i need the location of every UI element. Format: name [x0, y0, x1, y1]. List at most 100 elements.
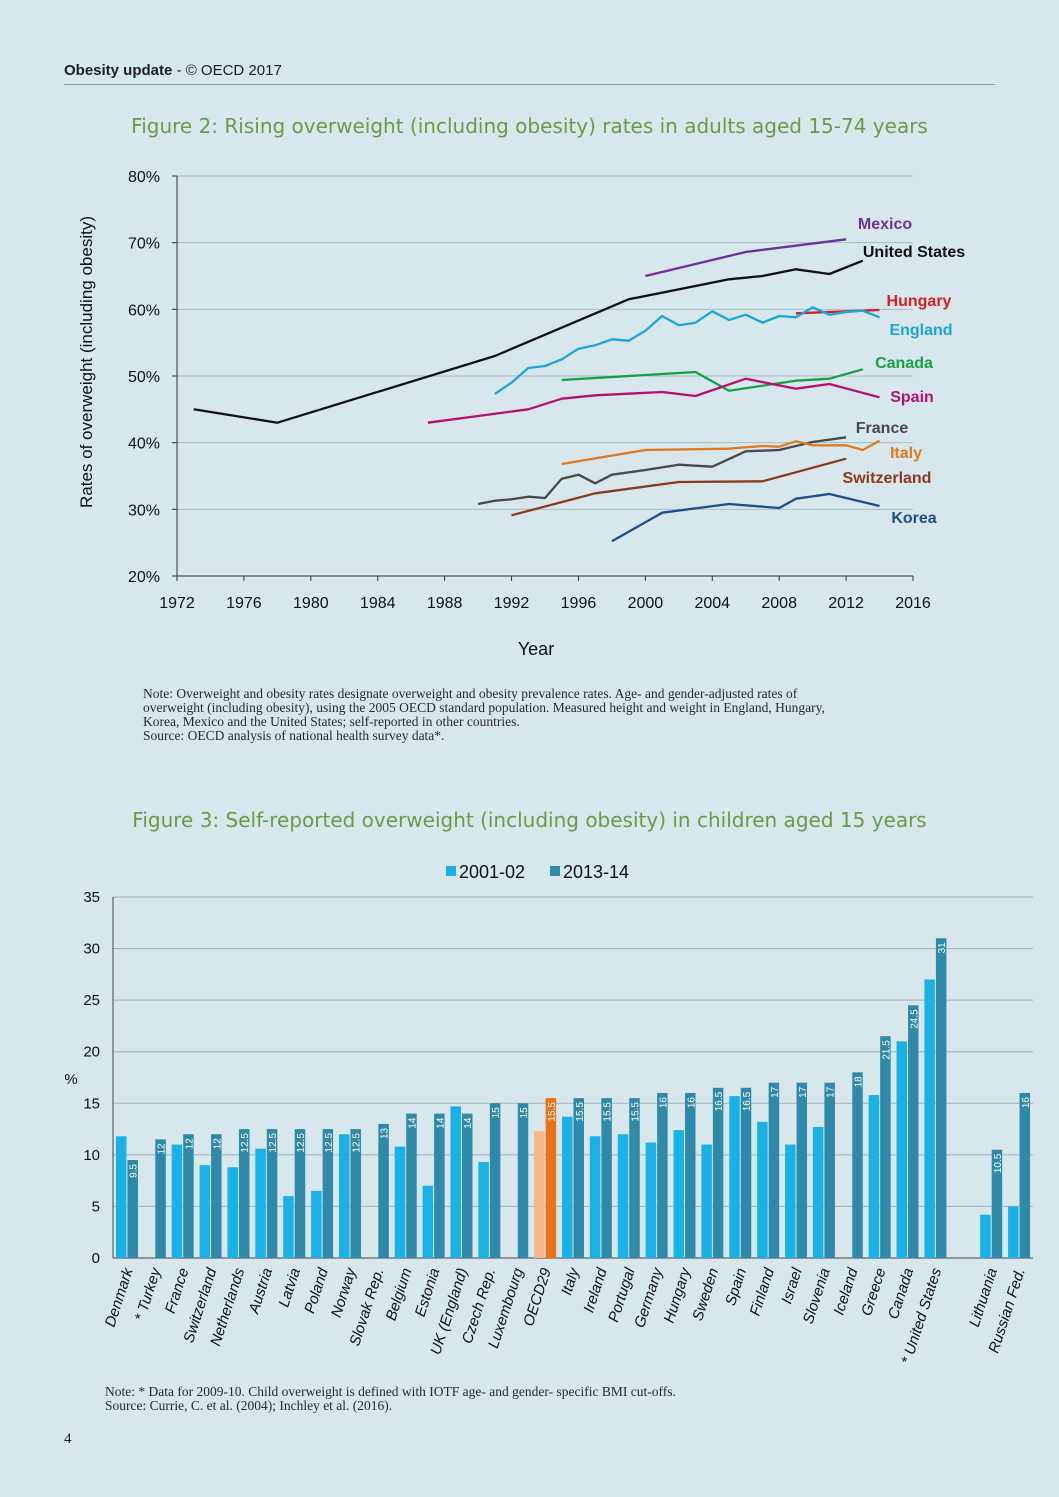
y-tick-label: 5 [92, 1198, 100, 1215]
y-tick-label: 0 [92, 1250, 100, 1267]
bar-2001-02 [980, 1214, 991, 1258]
bar-2001-02 [478, 1162, 489, 1258]
bar-2001-02 [617, 1134, 629, 1258]
y-tick-label: 10 [83, 1147, 100, 1164]
y-axis-title: % [64, 1071, 77, 1088]
figure2-note-line: Korea, Mexico and the United States; sel… [143, 714, 520, 729]
x-category-label: Slovenia [800, 1266, 834, 1326]
x-category-label: Norway [328, 1265, 360, 1320]
x-tick-label: 1972 [159, 595, 195, 612]
x-category-label: Sweden [689, 1266, 722, 1323]
series-line [795, 308, 880, 315]
x-category-label: Austria [245, 1266, 276, 1317]
bar-2001-02 [534, 1131, 545, 1258]
bar-data-label: 12 [212, 1138, 223, 1150]
running-header: Obesity update - © OECD 2017 [64, 62, 282, 79]
bar-2013-14 [489, 1103, 501, 1258]
y-tick-label: 30% [128, 502, 160, 519]
x-tick-label: 1996 [561, 595, 597, 612]
x-category-label: Latvia [275, 1266, 304, 1309]
x-category-label: Poland [301, 1265, 332, 1315]
bar-2001-02 [562, 1116, 573, 1258]
bar-2013-14 [601, 1098, 612, 1258]
page-number: 4 [64, 1431, 72, 1447]
bar-data-label: 17 [826, 1086, 837, 1098]
bar-data-label: 16 [658, 1097, 669, 1109]
bar-2013-14 [657, 1092, 668, 1258]
bar-data-label: 15.5 [547, 1102, 558, 1122]
bar-2001-02 [450, 1106, 461, 1258]
x-tick-label: 1976 [226, 595, 262, 612]
series-label: Italy [890, 445, 922, 462]
x-tick-label: 1984 [360, 595, 396, 612]
bar-data-label: 12 [184, 1138, 195, 1150]
series-label: United States [863, 244, 965, 261]
bar-2013-14 [712, 1087, 724, 1258]
bar-2013-14 [155, 1139, 166, 1258]
y-tick-label: 50% [128, 369, 160, 386]
bar-data-label: 9.5 [129, 1164, 140, 1178]
x-axis-title: Year [518, 639, 554, 659]
y-tick-label: 20 [83, 1044, 100, 1061]
bar-2013-14 [183, 1134, 194, 1258]
bar-data-label: 16.5 [742, 1091, 753, 1111]
bar-2001-02 [311, 1190, 322, 1258]
bar-2013-14 [211, 1134, 222, 1258]
y-tick-label: 30 [83, 941, 100, 958]
series-label: Mexico [858, 216, 912, 233]
series-line [477, 436, 847, 506]
bar-2001-02 [785, 1144, 796, 1258]
bar-2013-14 [740, 1087, 752, 1258]
bar-2013-14 [461, 1113, 473, 1258]
bar-2013-14 [573, 1098, 584, 1258]
x-category-label: Israel [778, 1265, 806, 1306]
series-label: Hungary [887, 293, 952, 310]
x-category-label: Spain [722, 1266, 750, 1308]
doc-title: Obesity update [64, 62, 173, 79]
x-category-label: France [162, 1266, 193, 1316]
figure3-title: Figure 3: Self-reported overweight (incl… [132, 808, 927, 832]
figure2-line-chart: 20% 30% 40% 50% 60% 70% 80% 1972 1976 1980 1984 198… [77, 169, 965, 659]
bar-data-label: 24.5 [909, 1009, 920, 1029]
x-category-label: Denmark [102, 1265, 137, 1330]
y-axis-title: Rates of overweight (including obesity) [77, 216, 96, 508]
bar-2013-14 [266, 1129, 278, 1258]
bar-data-label: 15 [491, 1107, 502, 1119]
series-label: Switzerland [843, 470, 932, 487]
series-line [494, 306, 880, 395]
series-line [193, 259, 864, 424]
bar-data-label: 16 [686, 1097, 697, 1109]
figure2-note-line: Note: Overweight and obesity rates desig… [143, 686, 798, 701]
bar-2001-02 [171, 1144, 183, 1258]
legend-label: 2013-14 [563, 862, 629, 882]
bar-2013-14 [908, 1005, 919, 1258]
bar-2013-14 [796, 1082, 808, 1258]
bar-2013-14 [378, 1123, 389, 1258]
series-line [645, 238, 847, 278]
bar-data-label: 15.5 [603, 1102, 614, 1122]
bar-2001-02 [924, 979, 935, 1258]
copyright: © OECD 2017 [185, 62, 282, 79]
bar-2001-02 [896, 1041, 908, 1258]
figure2-note-line: Source: OECD analysis of national health… [143, 728, 445, 743]
series-label: England [889, 322, 952, 339]
bar-data-label: 17 [798, 1086, 809, 1098]
x-category-label: Iceland [830, 1265, 861, 1317]
bar-2001-02 [701, 1144, 712, 1258]
x-tick-label: 1992 [494, 595, 530, 612]
bar-2001-02 [338, 1134, 350, 1258]
bar-2013-14 [406, 1113, 417, 1258]
legend-label: 2001-02 [459, 862, 525, 882]
legend-swatch [550, 866, 560, 876]
y-tick-label: 70% [128, 236, 160, 253]
bar-data-label: 15 [519, 1107, 530, 1119]
bar-data-label: 16.5 [714, 1091, 725, 1111]
bar-2001-02 [227, 1167, 238, 1258]
bar-2001-02 [115, 1136, 127, 1258]
x-tick-label: 2000 [628, 595, 664, 612]
bar-2001-02 [394, 1146, 406, 1258]
bar-data-label: 12 [157, 1143, 168, 1155]
x-category-label: Belgium [383, 1266, 416, 1323]
y-tick-label: 80% [128, 169, 160, 186]
